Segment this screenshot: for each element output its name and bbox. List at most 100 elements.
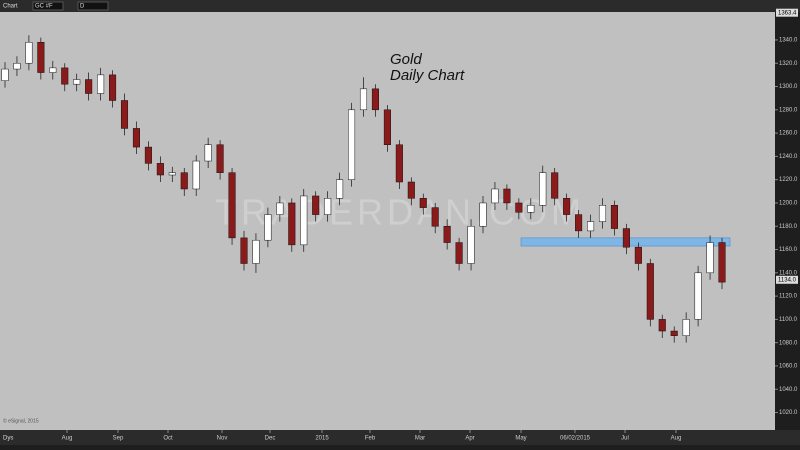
x-tick-label: 06/02/2015 [560,436,591,442]
candle-body [252,239,260,264]
candle-body [634,246,642,264]
candle-body [204,144,212,162]
x-tick-label: Mar [415,436,425,442]
y-tick-label: 1260.0 [779,131,798,137]
candle-body [371,88,379,111]
chart-title: Gold [390,51,422,68]
candle-body [324,198,332,215]
x-tick-label: Feb [365,436,376,442]
candle-body [622,228,630,248]
x-tick-label: 2015 [315,436,329,442]
x-unit: Dys [3,436,13,442]
y-tick-label: 1220.0 [779,177,798,183]
candle-body [383,109,391,145]
candle-body [120,100,129,129]
candle-body [479,202,487,227]
y-tick-label: 1200.0 [779,201,798,207]
y-tick-label: 1180.0 [779,224,798,230]
y-tick-label: 1300.0 [779,84,798,90]
candle-body [132,128,140,148]
candle-body [156,163,164,176]
y-tick-label: 1060.0 [779,364,798,370]
candle-body [240,237,248,264]
candle-body [336,179,344,199]
y-tick-label: 1280.0 [779,107,798,113]
x-tick-label: Nov [217,436,228,442]
y-tick-label: 1160.0 [779,247,798,253]
x-tick-label: Apr [465,436,474,442]
x-tick-label: May [515,436,526,442]
plot-area [0,12,775,430]
interval-box[interactable] [77,1,109,11]
price-marker [776,8,798,17]
candle-body [706,242,714,274]
y-tick-label: 1140.0 [779,270,798,276]
candle-body [216,144,224,173]
candle-body [168,172,176,176]
price-marker-label: 1363.4 [778,10,797,16]
y-tick-label: 1120.0 [779,294,798,300]
candle-body [359,88,368,111]
candle-body [85,79,93,94]
candle-body [646,263,654,320]
copyright: © eSignal, 2015 [3,417,39,424]
candle-body [312,195,320,215]
x-tick-label: Sep [113,436,124,442]
y-tick-label: 1100.0 [779,317,798,323]
candle-body [682,319,690,336]
y-tick-label: 1020.0 [779,410,798,416]
candle-body [180,172,188,190]
price-marker [776,275,798,284]
x-tick-label: Oct [163,436,173,442]
chart-subtitle: Daily Chart [390,67,465,84]
candle-body [670,330,678,336]
candle-body [228,172,236,239]
candle-body [1,68,9,81]
candle-body [575,214,583,232]
candle-body [407,181,415,199]
candle-body [467,225,475,264]
window-title: Chart [3,4,18,10]
candle-body [419,198,427,208]
symbol[interactable]: GC #F [35,4,53,10]
candle-body [109,74,117,101]
symbol-box[interactable] [32,1,64,11]
candle-body [563,198,571,215]
candle-body [587,221,595,232]
y-tick-label: 1040.0 [779,387,798,393]
candle-body [718,242,726,283]
candle-body [431,207,439,227]
candle-body [395,144,403,183]
interval[interactable]: D [80,4,85,10]
candle-body [61,67,69,85]
price-marker-label: 1134.0 [778,277,797,283]
x-tick-label: Aug [62,436,73,442]
candle-body [144,146,152,164]
candle-body [443,225,451,243]
candle-body [598,205,607,222]
candle-body [503,188,511,204]
candle-body [288,202,296,246]
candle-body [539,172,547,206]
candle-body [49,67,57,73]
x-tick-label: Aug [671,436,682,442]
candle-body [658,319,666,332]
candle-body [264,214,272,241]
candle-body [97,74,105,94]
candle-body [73,79,81,85]
x-tick-label: Dec [265,436,276,442]
x-axis-bar [0,430,800,445]
candle-body [694,272,702,320]
candle-body [13,62,21,70]
candle-body [37,42,45,73]
candle-body [515,202,523,213]
candle-body [192,160,200,190]
candle-body [610,205,618,229]
x-tick-label: Jul [621,436,629,442]
candle-body [551,172,559,199]
y-tick-label: 1320.0 [779,61,798,67]
candle-body [491,188,499,204]
candle-body [25,42,33,64]
y-tick-label: 1340.0 [779,38,798,44]
